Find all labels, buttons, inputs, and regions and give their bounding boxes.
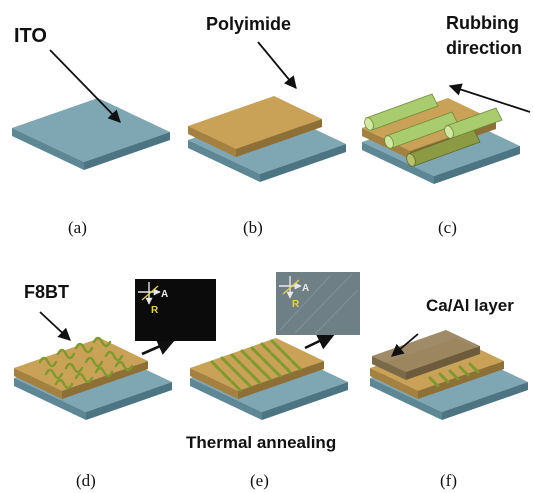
polyimide-layer xyxy=(188,96,322,157)
ito-arrow xyxy=(49,49,121,123)
panel-b: Polyimide (b) xyxy=(188,14,346,237)
f8bt-arrow xyxy=(39,311,71,341)
panel-e: Thermal annealing (e) xyxy=(186,332,348,490)
roller xyxy=(364,93,439,131)
ca-al-label: Ca/Al layer xyxy=(426,296,514,315)
inset-a-label: A xyxy=(302,283,309,294)
inset-arrow-e xyxy=(304,332,336,350)
ito-substrate xyxy=(12,98,170,170)
ca-al-arrow xyxy=(391,333,419,357)
panel-label-c: (c) xyxy=(438,218,457,237)
ca-al-layer xyxy=(372,330,480,380)
rubbing-axis xyxy=(282,279,300,295)
rubbing-axis xyxy=(141,285,159,301)
inset-r-label: R xyxy=(151,305,159,316)
panel-label-f: (f) xyxy=(440,471,457,490)
ito-label: ITO xyxy=(14,25,47,47)
polarized-micrograph-e: A R xyxy=(276,272,360,335)
f8bt-aligned-domains xyxy=(210,339,302,392)
rubbing-direction-arrow xyxy=(448,83,531,113)
polarized-micrograph-d: A R xyxy=(135,279,216,341)
panel-label-e: (e) xyxy=(250,471,269,490)
polyimide-arrow xyxy=(257,41,297,89)
panel-f: Ca/Al layer (f) xyxy=(370,296,528,490)
rubbing-rollers xyxy=(364,93,503,167)
polyimide-label: Polyimide xyxy=(206,14,291,34)
rubbing-label-line2: direction xyxy=(446,38,522,58)
panel-d: F8BT (d) xyxy=(14,282,176,490)
inset-r-label: R xyxy=(292,299,300,310)
thermal-annealing-label: Thermal annealing xyxy=(186,433,336,452)
inset-arrow-d xyxy=(141,338,176,356)
rubbing-label-line1: Rubbing xyxy=(446,13,519,33)
panel-label-d: (d) xyxy=(76,471,96,490)
f8bt-label: F8BT xyxy=(24,282,69,302)
panel-label-b: (b) xyxy=(243,218,263,237)
inset-a-label: A xyxy=(161,289,168,300)
roller xyxy=(444,107,503,139)
panel-a: ITO (a) xyxy=(12,25,170,237)
panel-label-a: (a) xyxy=(68,218,87,237)
panel-c: Rubbing direction (c) xyxy=(362,13,531,237)
f8bt-aligned-domains xyxy=(428,362,480,388)
f8bt-random-domains xyxy=(38,336,134,390)
